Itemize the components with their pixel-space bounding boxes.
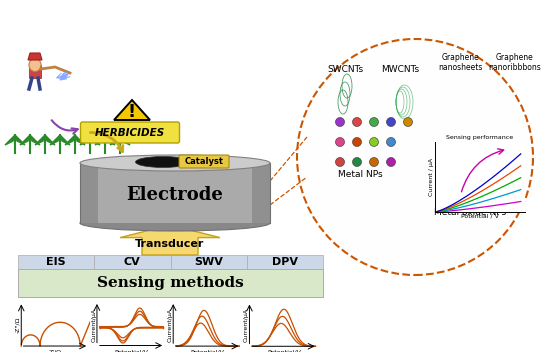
- Text: Metal NPs: Metal NPs: [338, 170, 382, 179]
- Polygon shape: [110, 135, 120, 145]
- Text: HERBICIDES: HERBICIDES: [95, 127, 165, 138]
- Y-axis label: Current / μA: Current / μA: [428, 158, 433, 196]
- FancyBboxPatch shape: [94, 255, 170, 269]
- FancyBboxPatch shape: [18, 269, 323, 297]
- Y-axis label: -Z"/Ω: -Z"/Ω: [15, 316, 20, 333]
- Text: SWCNTs: SWCNTs: [327, 65, 363, 74]
- Polygon shape: [80, 135, 90, 145]
- Polygon shape: [120, 225, 220, 255]
- Ellipse shape: [80, 155, 270, 171]
- Bar: [80, 163, 270, 223]
- FancyBboxPatch shape: [179, 155, 229, 168]
- FancyBboxPatch shape: [170, 255, 247, 269]
- Polygon shape: [90, 135, 100, 145]
- Bar: [29, 65, 41, 78]
- Polygon shape: [50, 135, 60, 145]
- X-axis label: Z'/Ω: Z'/Ω: [48, 349, 62, 352]
- Text: Transducer: Transducer: [135, 239, 205, 249]
- Ellipse shape: [353, 157, 361, 166]
- Ellipse shape: [353, 118, 361, 126]
- Text: EIS: EIS: [46, 257, 66, 267]
- Polygon shape: [75, 135, 85, 145]
- Text: Metal oxide NPs: Metal oxide NPs: [434, 208, 506, 217]
- Bar: [252, 163, 270, 223]
- Text: MWCNTs: MWCNTs: [381, 65, 419, 74]
- Ellipse shape: [353, 138, 361, 146]
- Ellipse shape: [336, 138, 344, 146]
- X-axis label: Potential/V: Potential/V: [191, 349, 224, 352]
- Ellipse shape: [336, 157, 344, 166]
- Text: Catalyst: Catalyst: [184, 157, 223, 166]
- Polygon shape: [15, 135, 25, 145]
- Polygon shape: [45, 135, 55, 145]
- X-axis label: Potential / V: Potential / V: [461, 213, 499, 218]
- Polygon shape: [120, 135, 130, 145]
- Ellipse shape: [387, 138, 395, 146]
- Ellipse shape: [297, 39, 533, 275]
- Text: DPV: DPV: [272, 257, 298, 267]
- FancyBboxPatch shape: [18, 255, 94, 269]
- Ellipse shape: [387, 157, 395, 166]
- Polygon shape: [114, 100, 150, 120]
- Text: Graphene
nanoribbbons: Graphene nanoribbbons: [488, 52, 541, 72]
- Ellipse shape: [80, 215, 270, 231]
- Text: Sensing methods: Sensing methods: [97, 276, 244, 290]
- Ellipse shape: [336, 118, 344, 126]
- Polygon shape: [30, 135, 40, 145]
- Text: Electrode: Electrode: [126, 186, 223, 204]
- X-axis label: Potential/V: Potential/V: [114, 349, 148, 352]
- Ellipse shape: [404, 118, 412, 126]
- Text: !: !: [128, 103, 136, 121]
- Y-axis label: Current/μA: Current/μA: [168, 307, 173, 341]
- Polygon shape: [28, 53, 42, 60]
- Polygon shape: [60, 135, 70, 145]
- Text: SWV: SWV: [194, 257, 223, 267]
- Ellipse shape: [370, 138, 378, 146]
- FancyBboxPatch shape: [80, 122, 179, 143]
- Y-axis label: Current/μA: Current/μA: [244, 307, 249, 341]
- Polygon shape: [105, 135, 115, 145]
- Ellipse shape: [29, 58, 41, 71]
- Ellipse shape: [135, 157, 190, 168]
- X-axis label: Potential/V: Potential/V: [267, 349, 301, 352]
- Y-axis label: Current/μA: Current/μA: [91, 307, 96, 341]
- Ellipse shape: [370, 118, 378, 126]
- Title: Sensing performance: Sensing performance: [447, 135, 514, 140]
- Polygon shape: [5, 135, 15, 145]
- Text: Graphene
nanosheets: Graphene nanosheets: [438, 52, 482, 72]
- Polygon shape: [20, 135, 30, 145]
- Polygon shape: [35, 135, 45, 145]
- Ellipse shape: [370, 157, 378, 166]
- Polygon shape: [95, 135, 105, 145]
- Text: CV: CV: [124, 257, 141, 267]
- FancyBboxPatch shape: [247, 255, 323, 269]
- Ellipse shape: [387, 118, 395, 126]
- Polygon shape: [65, 135, 75, 145]
- Bar: [80, 163, 98, 223]
